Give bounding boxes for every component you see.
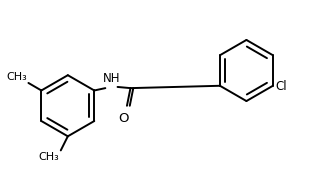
Text: O: O (118, 112, 129, 125)
Text: NH: NH (102, 72, 120, 85)
Text: Cl: Cl (275, 80, 287, 93)
Text: CH₃: CH₃ (39, 152, 60, 161)
Text: CH₃: CH₃ (7, 72, 27, 82)
